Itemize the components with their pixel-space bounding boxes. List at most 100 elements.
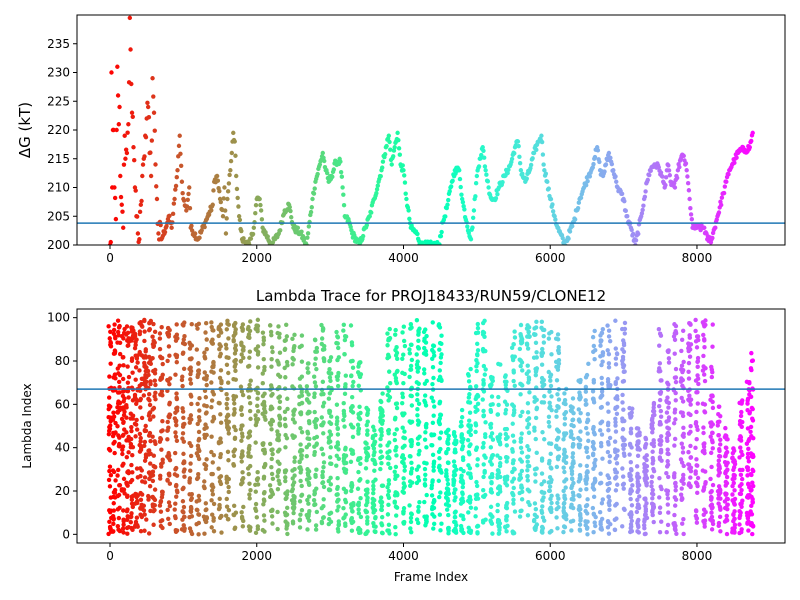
lambda-point (518, 472, 523, 477)
dg-point (458, 184, 463, 190)
lambda-point (401, 476, 406, 481)
lambda-point (151, 522, 156, 527)
lambda-point (421, 367, 427, 372)
lambda-point (708, 490, 713, 495)
lambda-point (679, 363, 685, 368)
lambda-point (686, 449, 691, 455)
lambda-point (607, 435, 613, 441)
lambda-point (422, 466, 428, 472)
lambda-point (209, 398, 215, 403)
lambda-point (209, 324, 214, 330)
lambda-point (355, 486, 361, 491)
lambda-point (224, 401, 229, 407)
lambda-point (710, 505, 715, 510)
lambda-point (475, 394, 480, 399)
lambda-point (231, 333, 236, 339)
lambda-point (195, 421, 200, 427)
lambda-point (693, 469, 698, 474)
lambda-point (357, 374, 363, 380)
lambda-point (620, 400, 625, 405)
lambda-point (240, 392, 246, 398)
lambda-point (475, 401, 481, 406)
lambda-point (739, 487, 744, 493)
dg-point (622, 198, 627, 204)
lambda-point (430, 364, 436, 370)
lambda-point-group (106, 317, 756, 537)
lambda-point (151, 344, 156, 350)
lambda-point (600, 497, 606, 502)
lambda-point (694, 481, 700, 487)
lambda-point (679, 348, 684, 354)
lambda-point (143, 428, 149, 434)
dg-point (227, 172, 232, 178)
lambda-point (137, 383, 142, 389)
lambda-point (590, 334, 596, 340)
lambda-point (203, 395, 209, 400)
dg-point (528, 162, 534, 168)
lambda-point (248, 319, 253, 324)
lambda-point (423, 340, 429, 345)
lambda-point (681, 359, 686, 365)
lambda-point (748, 424, 754, 430)
lambda-point (181, 366, 187, 371)
lambda-point (437, 401, 442, 406)
lambda-point (319, 519, 325, 525)
dg-point (388, 147, 393, 152)
lambda-point (672, 471, 677, 476)
lambda-point (378, 500, 384, 505)
lambda-point (475, 531, 480, 536)
lambda-point (128, 436, 134, 442)
lambda-point (730, 492, 735, 497)
lambda-point (348, 323, 354, 328)
lambda-point (408, 483, 413, 489)
lambda-point (687, 466, 692, 471)
dg-point (233, 153, 238, 158)
dg-point (606, 150, 612, 156)
lambda-point (473, 384, 479, 389)
dg-point (402, 173, 407, 178)
dg-point (187, 185, 192, 190)
dg-point (210, 202, 215, 207)
lambda-point (415, 392, 420, 397)
lambda-point (224, 418, 229, 423)
lambda-point (561, 524, 567, 529)
lambda-point (110, 433, 116, 439)
lambda-point (388, 380, 393, 386)
lambda-point (460, 455, 466, 460)
dg-point (677, 164, 682, 170)
lambda-point (197, 395, 202, 401)
lambda-point (350, 365, 356, 370)
lambda-point (121, 461, 126, 467)
lambda-point (554, 515, 559, 520)
lambda-point (117, 340, 123, 345)
lambda-point (357, 404, 362, 410)
lambda-point (615, 453, 620, 458)
lambda-point (195, 374, 200, 380)
lambda-point (701, 364, 706, 369)
lambda-point (636, 440, 641, 446)
lambda-point (694, 436, 699, 442)
dg-point (500, 180, 505, 185)
lambda-point (297, 376, 303, 381)
lambda-point (525, 459, 530, 464)
dg-point (509, 156, 515, 162)
lambda-point (370, 434, 376, 439)
lambda-point (290, 417, 296, 422)
dg-point (685, 174, 690, 179)
lambda-point (116, 433, 121, 438)
lambda-point (439, 377, 444, 383)
lambda-point (554, 378, 560, 383)
lambda-point (620, 427, 626, 432)
lambda-point (129, 501, 135, 506)
lambda-point (246, 453, 251, 459)
lambda-point (146, 497, 151, 502)
dg-point (683, 161, 689, 166)
lambda-point (336, 529, 341, 534)
lambda-point (233, 427, 238, 433)
lambda-point (400, 356, 405, 361)
lambda-point (562, 411, 567, 417)
lambda-point (107, 468, 112, 474)
lambda-point (490, 437, 496, 442)
dg-point (128, 47, 133, 52)
lambda-point (746, 528, 751, 533)
